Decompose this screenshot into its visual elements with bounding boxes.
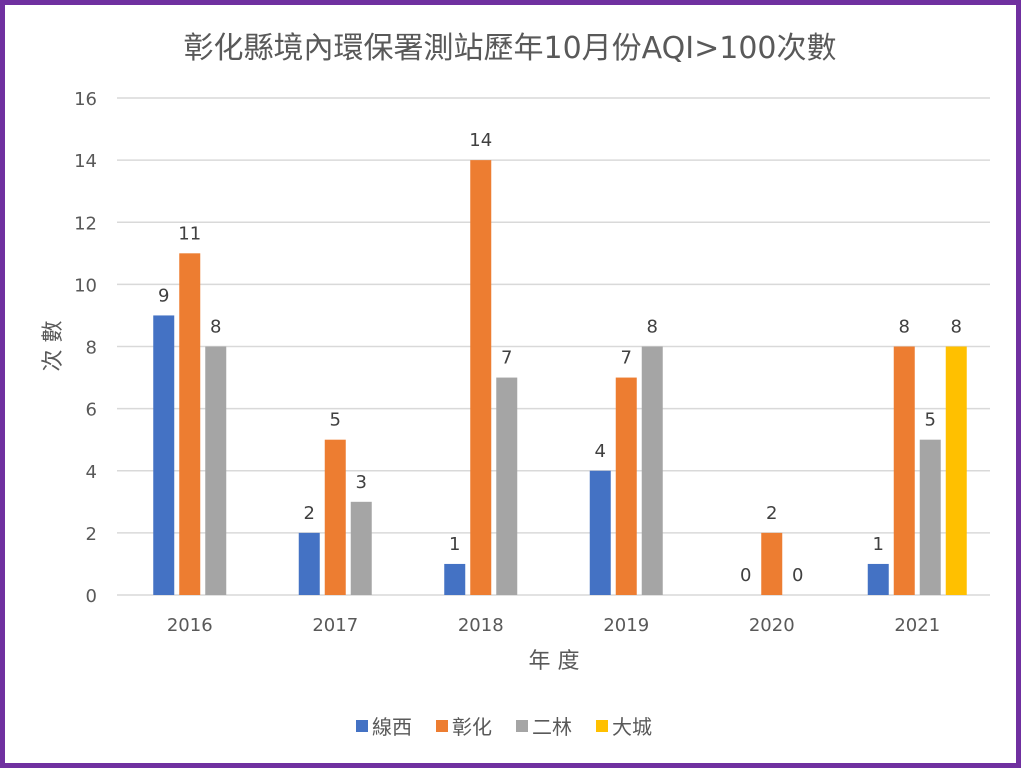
bar-二林-2017: [350, 501, 372, 595]
data-label: 8: [951, 317, 962, 338]
gridlines: [117, 97, 990, 596]
y-tick-label: 0: [86, 586, 97, 607]
y-tick-label: 16: [74, 89, 97, 110]
bar-彰化-2020: [761, 532, 783, 595]
bar-彰化-2017: [324, 439, 346, 595]
data-label: 4: [595, 441, 606, 462]
y-tick-label: 14: [74, 151, 97, 172]
bar-線西-2017: [298, 532, 320, 595]
legend-swatch: [356, 720, 368, 732]
bar-線西-2018: [444, 563, 466, 595]
bar-彰化-2018: [470, 160, 492, 595]
legend: 線西 彰化 二林 大城: [356, 715, 652, 739]
y-tick-label: 8: [86, 338, 97, 359]
y-tick-label: 6: [86, 400, 97, 421]
bar-二林-2019: [641, 346, 663, 595]
x-tick-label: 2018: [458, 615, 504, 636]
data-label: 2: [766, 503, 777, 524]
legend-swatch: [436, 720, 448, 732]
bar-大城-2021: [945, 346, 967, 595]
data-label: 9: [158, 285, 169, 306]
data-label: 11: [178, 223, 201, 244]
data-label: 0: [740, 565, 751, 586]
legend-swatch: [516, 720, 528, 732]
legend-label: 大城: [612, 715, 652, 739]
bars: [153, 160, 967, 595]
bar-線西-2016: [153, 315, 175, 595]
data-label: 5: [925, 410, 936, 431]
data-label: 7: [501, 348, 512, 369]
data-label: 8: [647, 317, 658, 338]
data-label: 2: [304, 503, 315, 524]
y-tick-label: 10: [74, 275, 97, 296]
legend-item: 線西: [356, 715, 412, 739]
data-label: 8: [210, 317, 221, 338]
bar-線西-2021: [867, 563, 889, 595]
x-axis-title: 年 度: [529, 649, 580, 674]
x-tick-label: 2017: [312, 615, 358, 636]
y-axis-tick-labels: 0 2 4 6 8 10 12 14 16: [74, 89, 97, 607]
data-label: 8: [899, 317, 910, 338]
y-tick-label: 12: [74, 213, 97, 234]
legend-item: 彰化: [436, 715, 492, 739]
data-label: 0: [792, 565, 803, 586]
x-axis-tick-labels: 2016 2017 2018 2019 2020 2021: [167, 615, 940, 636]
bar-彰化-2021: [893, 346, 915, 595]
data-label: 5: [330, 410, 341, 431]
x-tick-label: 2019: [603, 615, 649, 636]
data-label: 1: [449, 534, 460, 555]
bar-彰化-2016: [179, 253, 201, 595]
legend-label: 二林: [532, 715, 572, 739]
legend-label: 線西: [372, 715, 412, 739]
data-label: 1: [873, 534, 884, 555]
bar-彰化-2019: [615, 377, 637, 595]
data-label: 14: [469, 130, 492, 151]
bar-線西-2019: [589, 470, 611, 595]
data-label: 7: [621, 348, 632, 369]
chart-title: 彰化縣境內環保署測站歷年10月份AQI>100次數: [183, 31, 836, 66]
bar-二林-2016: [205, 346, 227, 595]
legend-label: 彰化: [452, 715, 492, 739]
y-tick-label: 4: [86, 462, 97, 483]
x-tick-label: 2021: [894, 615, 940, 636]
legend-item: 大城: [596, 715, 652, 739]
x-tick-label: 2020: [749, 615, 795, 636]
y-axis-title: 次 數: [41, 321, 66, 372]
bar-二林-2021: [919, 439, 941, 595]
bar-chart: 彰化縣境內環保署測站歷年10月份AQI>100次數 0246810121416 …: [41, 31, 990, 739]
legend-swatch: [596, 720, 608, 732]
legend-item: 二林: [516, 715, 572, 739]
y-tick-label: 2: [86, 524, 97, 545]
bar-二林-2018: [496, 377, 518, 595]
x-tick-label: 2016: [167, 615, 213, 636]
data-label: 3: [356, 472, 367, 493]
